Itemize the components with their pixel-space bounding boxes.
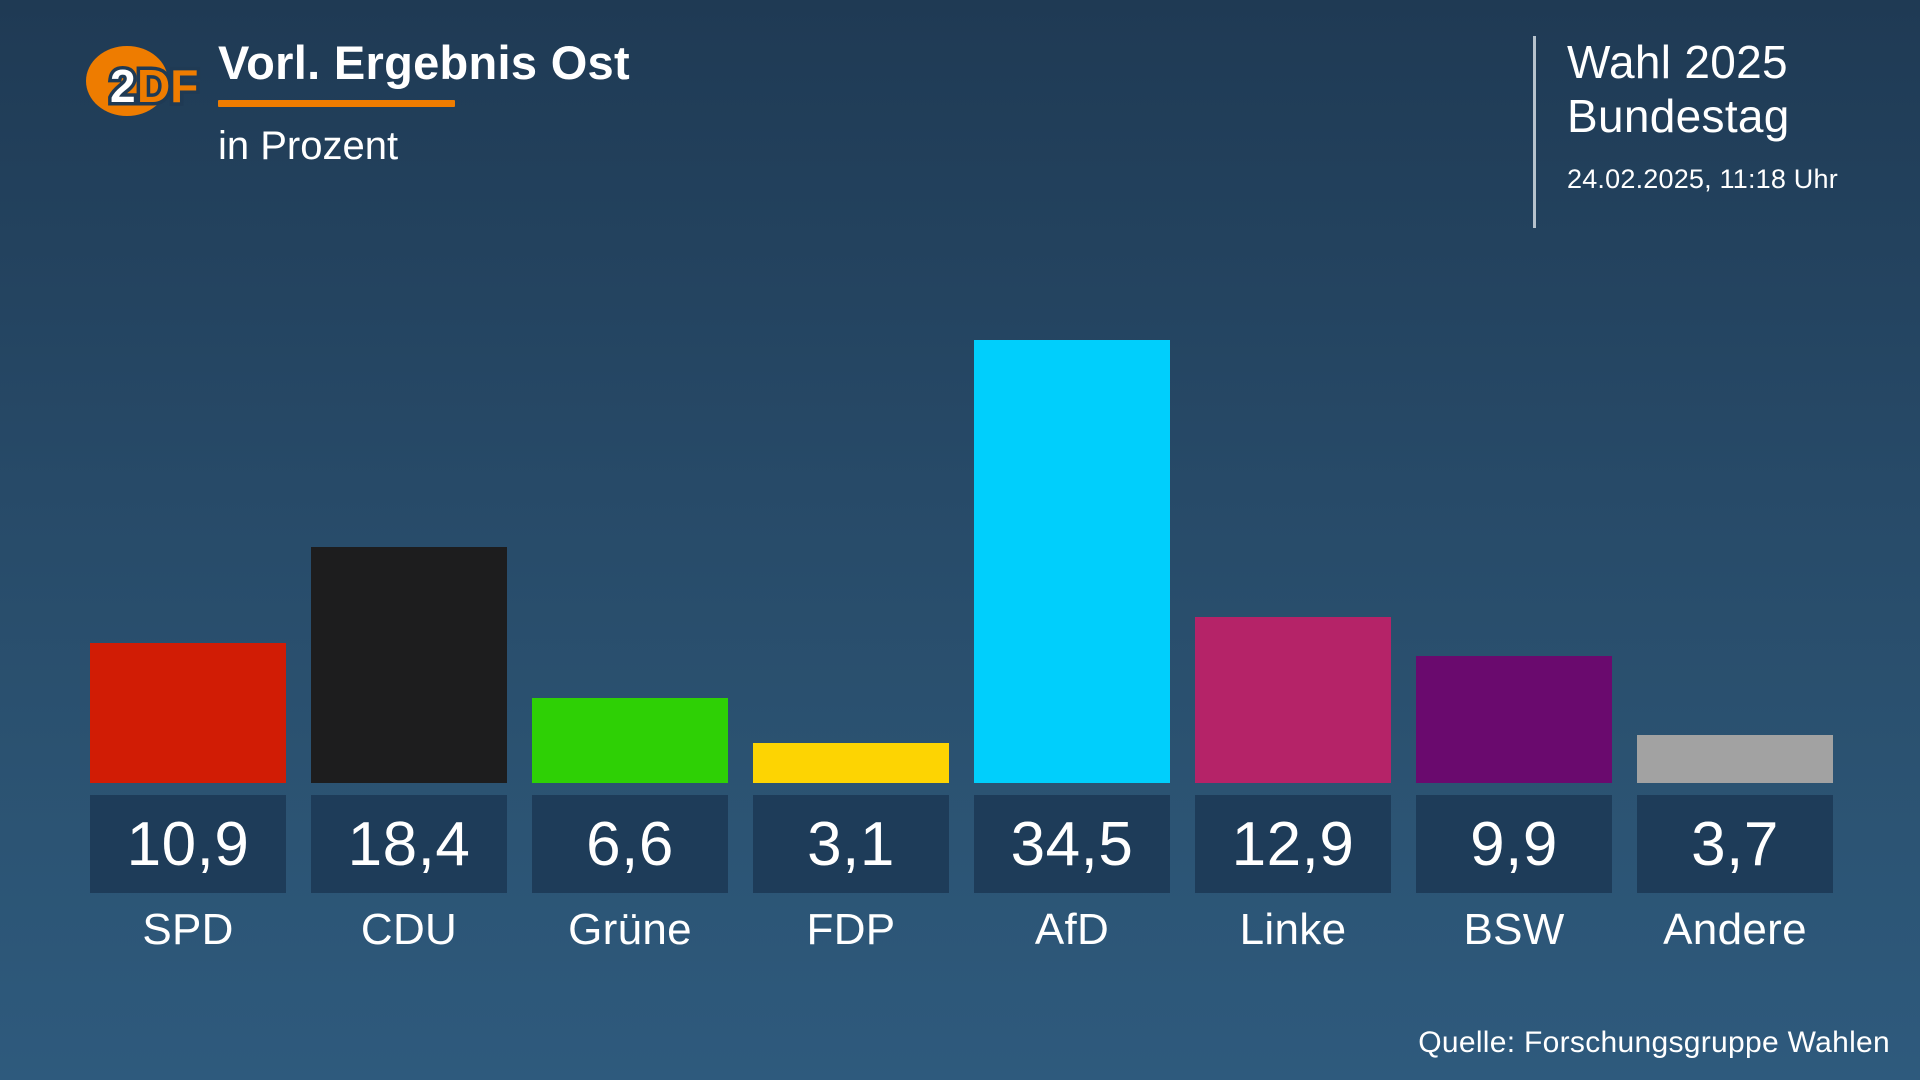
value-box: 34,5	[974, 795, 1170, 893]
party-label: AfD	[1034, 905, 1110, 954]
value-label: 34,5	[1010, 809, 1134, 879]
party-label: FDP	[806, 905, 896, 954]
bar-area	[974, 340, 1170, 783]
zdf-logo-text-2: 2	[110, 60, 136, 112]
party-label: CDU	[360, 905, 458, 954]
bar	[1416, 656, 1612, 783]
page-title: Vorl. Ergebnis Ost	[218, 36, 630, 89]
header-divider	[1533, 36, 1536, 228]
chart-subtitle: in Prozent	[218, 124, 399, 169]
value-label: 3,1	[807, 809, 895, 879]
value-box: 6,6	[532, 795, 728, 893]
value-box: 3,7	[1637, 795, 1833, 893]
zdf-logo: 2 DF	[86, 44, 208, 127]
bar	[1637, 735, 1833, 783]
value-label: 10,9	[126, 809, 250, 879]
value-box: 18,4	[311, 795, 507, 893]
value-box: 12,9	[1195, 795, 1391, 893]
bar-area	[532, 340, 728, 783]
value-box: 3,1	[753, 795, 949, 893]
bar-area	[753, 340, 949, 783]
bar-area	[1416, 340, 1612, 783]
value-box: 10,9	[90, 795, 286, 893]
bar	[90, 643, 286, 783]
party-label: Linke	[1239, 905, 1347, 954]
chart-column-grüne: 6,6 Grüne	[532, 340, 728, 955]
title-block: Vorl. Ergebnis Ost in Prozent	[218, 36, 630, 169]
chart-column-bsw: 9,9 BSW	[1416, 340, 1612, 955]
zdf-logo-graphic: 2 DF	[86, 46, 202, 116]
bar-area	[90, 340, 286, 783]
value-label: 12,9	[1231, 809, 1355, 879]
chart-column-spd: 10,9 SPD	[90, 340, 286, 955]
bar-area	[311, 340, 507, 783]
chart-column-fdp: 3,1 FDP	[753, 340, 949, 955]
bar	[311, 547, 507, 783]
bar	[1195, 617, 1391, 783]
value-label: 6,6	[586, 809, 674, 879]
party-label: BSW	[1463, 905, 1565, 954]
election-name-line2: Bundestag	[1567, 89, 1790, 142]
chart-column-cdu: 18,4 CDU	[311, 340, 507, 955]
chart-column-andere: 3,7 Andere	[1637, 340, 1833, 955]
party-label: Andere	[1663, 905, 1807, 954]
election-info-block: Wahl 2025 Bundestag 24.02.2025, 11:18 Uh…	[1533, 36, 1838, 228]
party-label: SPD	[142, 905, 234, 954]
bar	[974, 340, 1170, 783]
value-label: 3,7	[1691, 809, 1779, 879]
bar	[753, 743, 949, 783]
party-label: Grüne	[568, 905, 692, 954]
timestamp: 24.02.2025, 11:18 Uhr	[1567, 163, 1838, 194]
election-name-line1: Wahl 2025	[1567, 36, 1788, 88]
value-label: 9,9	[1470, 809, 1558, 879]
chart-column-afd: 34,5 AfD	[974, 340, 1170, 955]
zdf-logo-text-df: DF	[137, 60, 198, 112]
chart-column-linke: 12,9 Linke	[1195, 340, 1391, 955]
bar-area	[1637, 340, 1833, 783]
source-credit: Quelle: Forschungsgruppe Wahlen	[1418, 1026, 1890, 1059]
value-label: 18,4	[347, 809, 471, 879]
bar	[532, 698, 728, 783]
zdf-logo-circle	[86, 46, 168, 116]
bar-area	[1195, 340, 1391, 783]
bar-chart: 10,9 SPD 18,4 CDU 6,6 Grüne	[90, 340, 1833, 955]
title-underline	[218, 100, 455, 108]
value-box: 9,9	[1416, 795, 1612, 893]
